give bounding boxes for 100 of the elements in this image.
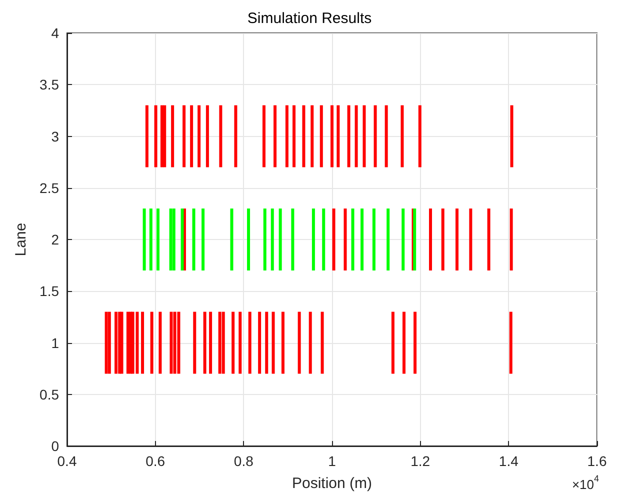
bar — [114, 312, 118, 374]
bar — [234, 105, 238, 168]
y-tick-label: 2 — [51, 232, 60, 248]
y-tick-label: 0.5 — [40, 386, 60, 402]
bar — [232, 312, 235, 374]
bar — [222, 312, 225, 374]
y-tick-label: 4 — [51, 25, 60, 41]
bar — [360, 208, 364, 270]
bar — [198, 105, 201, 168]
bar — [281, 312, 284, 374]
bar — [203, 312, 206, 374]
bar — [270, 208, 274, 270]
bar — [262, 105, 266, 168]
bar — [141, 312, 144, 374]
y-tick-label: 1.5 — [40, 283, 60, 300]
y-tick-label: 3.5 — [40, 76, 60, 93]
bar — [292, 105, 296, 168]
bar — [372, 208, 376, 270]
bar — [291, 208, 294, 270]
bar — [320, 105, 323, 168]
bar — [418, 105, 422, 168]
bar — [391, 312, 394, 374]
bar — [156, 208, 160, 270]
bar — [274, 105, 277, 168]
bar — [278, 208, 282, 270]
bar — [272, 312, 275, 374]
bar — [344, 208, 347, 270]
y-tick-label: 2.5 — [40, 180, 60, 196]
bar — [402, 208, 405, 270]
bar — [509, 312, 512, 374]
y-axis-title: Lane — [12, 222, 30, 256]
x-tick-label: 1 — [328, 453, 336, 469]
bar — [330, 105, 334, 168]
bar — [386, 208, 390, 270]
x-tick-label: 0.8 — [234, 453, 254, 469]
y-tick-label: 1 — [51, 334, 60, 351]
bar — [402, 312, 406, 374]
bar — [169, 208, 172, 270]
bar — [190, 105, 194, 168]
bar — [441, 208, 444, 270]
bar — [362, 105, 366, 168]
bar — [136, 312, 139, 374]
bar — [332, 208, 336, 270]
x-tick-label: 0.6 — [146, 453, 166, 469]
x-tick-label: 1.2 — [410, 453, 430, 469]
bar — [354, 105, 358, 168]
bar — [209, 312, 212, 374]
bar — [302, 105, 306, 168]
bar — [320, 312, 324, 374]
x-tick-label: 1.6 — [587, 453, 607, 469]
bar — [414, 312, 417, 374]
bar — [248, 312, 252, 374]
bar — [177, 312, 180, 374]
bar — [142, 208, 146, 270]
bar — [202, 208, 205, 270]
bar — [285, 105, 288, 168]
chart-title: Simulation Results — [247, 10, 372, 27]
bar — [312, 208, 315, 270]
bar — [298, 312, 301, 374]
bar — [193, 312, 196, 374]
x-axis-title: Position (m) — [292, 475, 372, 492]
bar — [310, 105, 314, 168]
bar — [170, 312, 173, 374]
bar — [173, 312, 176, 374]
bar — [374, 105, 377, 168]
bar — [336, 105, 340, 168]
bar — [163, 105, 166, 168]
bar — [219, 105, 222, 168]
bar — [247, 208, 250, 270]
bar — [192, 208, 196, 270]
bar — [308, 312, 312, 374]
x-tick-label: 0.4 — [57, 453, 77, 469]
bar — [455, 208, 458, 270]
bar — [182, 105, 186, 168]
bar — [158, 312, 162, 374]
bar — [400, 105, 404, 168]
bar — [347, 105, 350, 168]
bar — [230, 208, 234, 270]
bar — [384, 105, 388, 168]
bar — [258, 312, 262, 374]
bar — [154, 105, 158, 168]
bar — [351, 208, 354, 270]
bar — [150, 312, 154, 374]
y-tick-label: 3 — [51, 128, 60, 144]
bar — [322, 208, 326, 270]
bar — [149, 208, 152, 270]
x-tick-label: 1.4 — [498, 453, 519, 469]
bar — [510, 105, 514, 168]
bar — [238, 312, 242, 374]
bar — [265, 312, 268, 374]
bar — [104, 312, 108, 374]
bar — [145, 105, 148, 168]
bar — [171, 105, 174, 168]
bar — [218, 312, 222, 374]
bar — [469, 208, 472, 270]
bar — [487, 208, 490, 270]
bar — [263, 208, 266, 270]
bar — [510, 208, 513, 270]
y-tick-label: 0 — [51, 438, 60, 454]
bar — [428, 208, 432, 270]
